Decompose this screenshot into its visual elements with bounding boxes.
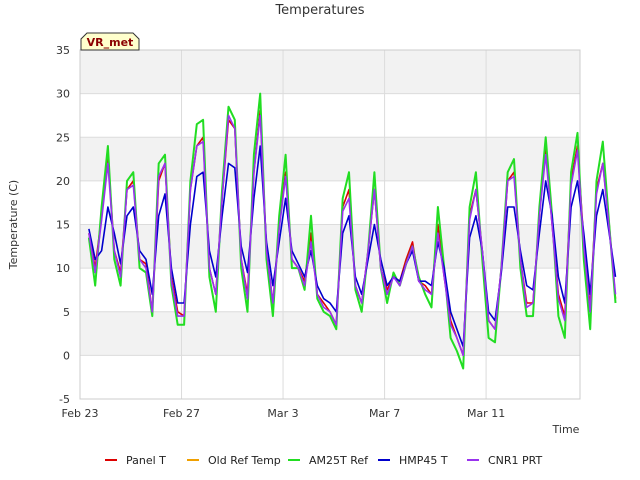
band [80, 137, 580, 181]
legend: Panel T Old Ref Temp AM25T Ref HMP45 T CNR1 … [105, 454, 543, 467]
plot-border [79, 49, 581, 400]
legend-label-hmp45-t: HMP45 T [399, 454, 448, 467]
legend-label-old-ref-temp: Old Ref Temp [208, 454, 281, 467]
legend-label-panel-t: Panel T [126, 454, 166, 467]
y-tick-label: 25 [56, 131, 70, 144]
x-tick-label: Mar 7 [369, 407, 400, 420]
x-axis-title: Time [552, 423, 580, 436]
chart-title: Temperatures [274, 3, 364, 18]
y-tick-label: 35 [56, 44, 70, 57]
y-tick-label: -5 [59, 393, 70, 406]
legend-label-cnr1-prt: CNR1 PRT [488, 454, 543, 467]
y-tick-label: 5 [63, 306, 70, 319]
y-tick-label: 20 [56, 175, 70, 188]
series-lines [87, 92, 617, 370]
x-axis-ticks: Feb 23 Feb 27 Mar 3 Mar 7 Mar 11 [62, 407, 506, 420]
y-tick-label: 10 [56, 262, 70, 275]
badge-label: VR_met [87, 36, 134, 49]
band [80, 50, 580, 94]
y-axis-ticks: -5 0 5 10 15 20 25 30 35 [56, 44, 70, 406]
legend-label-am25t-ref: AM25T Ref [309, 454, 369, 467]
badge-shape [80, 32, 140, 51]
x-tick-label: Feb 23 [62, 407, 99, 420]
x-tick-label: Mar 3 [267, 407, 298, 420]
series-line-cnr1-prt [88, 114, 617, 357]
station-badge: VR_met [80, 32, 140, 51]
y-tick-label: 15 [56, 219, 70, 232]
x-tick-label: Feb 27 [163, 407, 200, 420]
y-tick-label: 30 [56, 88, 70, 101]
y-tick-label: 0 [63, 349, 70, 362]
y-axis-title: Temperature (C) [7, 180, 20, 270]
band [80, 224, 580, 269]
x-tick-label: Mar 11 [467, 407, 505, 420]
